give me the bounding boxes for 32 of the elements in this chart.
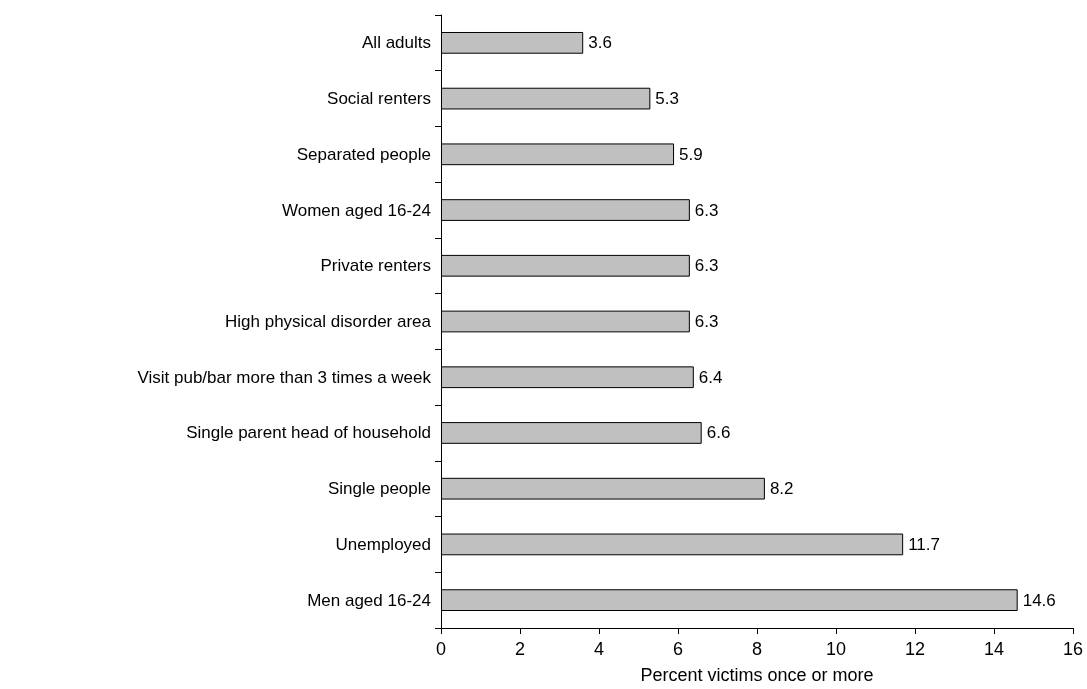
y-tick-label: Single parent head of household [186,423,431,443]
y-tick-label: Visit pub/bar more than 3 times a week [137,367,432,387]
x-tick-label: 6 [672,639,684,659]
data-label: 6.6 [706,423,731,443]
x-tick-label: 4 [593,639,605,659]
y-tick-label: Separated people [296,144,431,164]
data-label: 6.4 [698,367,723,387]
data-label: 6.3 [694,312,719,331]
x-tick-label: 0 [435,639,447,659]
x-tick-label: 16 [1062,639,1084,659]
y-tick-label: Men aged 16-24 [307,590,431,610]
y-tick-label: Women aged 16-24 [281,200,431,220]
x-axis-title: Percent victims once or more [640,665,874,685]
data-label: 6.3 [694,200,719,220]
data-label: 5.3 [655,89,679,109]
x-tick-label: 2 [514,639,526,659]
x-tick-label: 8 [751,639,763,659]
data-label: 5.9 [679,144,703,164]
y-tick-label: All adults [362,33,431,53]
x-tick-label: 14 [983,639,1005,659]
y-tick-label: Single people [327,479,431,499]
y-tick-label: High physical disorder area [225,312,432,331]
data-label: 3.6 [588,33,612,53]
y-tick-label: Unemployed [335,534,431,554]
data-label: 11.7 [908,534,940,554]
data-label: 6.3 [694,256,719,276]
x-tick-label: 10 [825,639,847,659]
y-tick-label: Private renters [320,256,431,276]
y-tick-label: Social renters [327,89,431,109]
data-label: 8.2 [769,479,794,499]
x-tick-label: 12 [904,639,926,659]
data-label: 14.6 [1022,590,1056,610]
